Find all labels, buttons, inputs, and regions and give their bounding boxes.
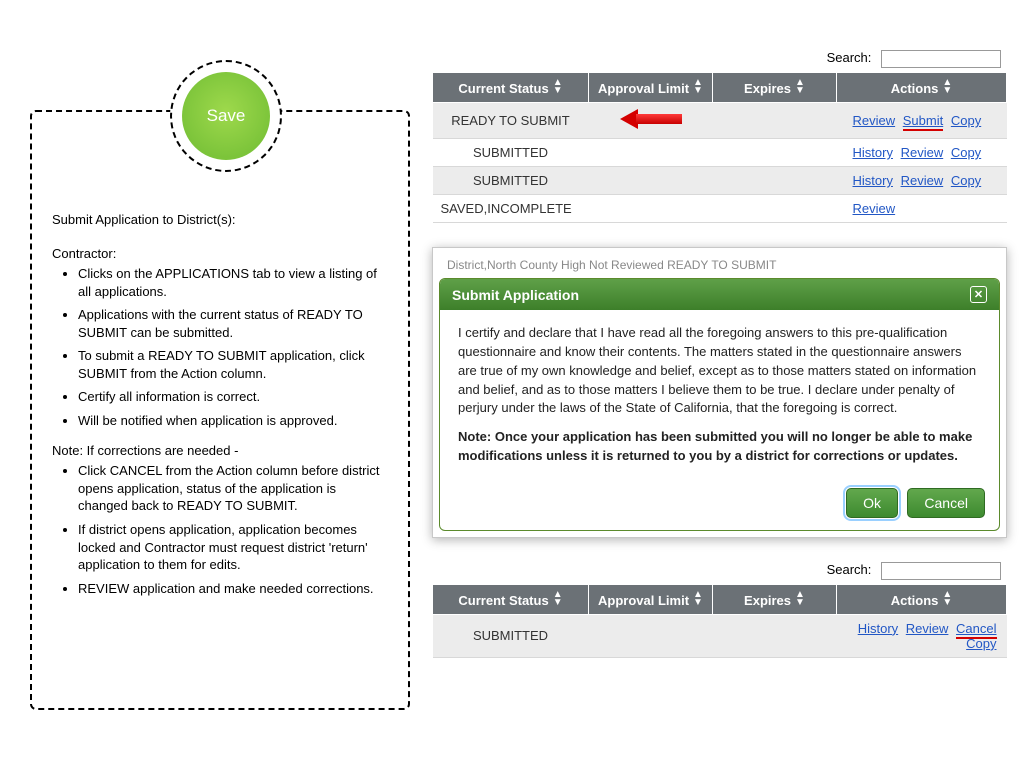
table-row: SUBMITTED History Review Cancel Copy [433,614,1007,657]
certification-text: I certify and declare that I have read a… [458,324,981,418]
col-expires[interactable]: Expires▲▼ [713,584,837,614]
action-link-history[interactable]: History [858,621,898,636]
step-item: To submit a READY TO SUBMIT application,… [78,347,388,382]
step-item: Will be notified when application is app… [78,412,388,430]
instructions-title: Submit Application to District(s): [52,212,388,227]
instructions-notes: Click CANCEL from the Action column befo… [52,462,388,597]
action-link-history[interactable]: History [853,145,893,160]
save-circle-frame: Save [170,60,282,172]
save-button[interactable]: Save [182,72,270,160]
approval-cell [589,614,713,657]
ok-button[interactable]: Ok [846,488,898,518]
action-link-copy[interactable]: Copy [951,173,981,188]
sort-icon: ▲▼ [693,79,703,95]
step-item: Clicks on the APPLICATIONS tab to view a… [78,265,388,300]
expires-cell [713,139,837,167]
sort-icon: ▲▼ [942,591,952,607]
approval-cell [589,195,713,223]
action-link-copy[interactable]: Copy [966,636,996,651]
search-label: Search: [827,50,872,65]
col-expires[interactable]: Expires▲▼ [713,73,837,103]
action-link-submit[interactable]: Submit [903,113,943,131]
expires-cell [713,195,837,223]
note-item: If district opens application, applicati… [78,521,388,574]
instructions-leadin: Contractor: [52,246,388,261]
note-item: REVIEW application and make needed corre… [78,580,388,598]
search-input[interactable] [881,562,1001,580]
instructions-panel: Submit Application to District(s): Contr… [30,110,410,710]
actions-cell: History Review Cancel Copy [837,614,1007,657]
search-row-2: Search: [432,562,1007,580]
dialog-titlebar: Submit Application ✕ [440,279,999,310]
status-cell: SUBMITTED [433,167,589,195]
applications-table-1: Current Status▲▼ Approval Limit▲▼ Expire… [432,72,1007,223]
applications-table-2: Current Status▲▼ Approval Limit▲▼ Expire… [432,584,1007,658]
table-row: SUBMITTED History Review Copy [433,139,1007,167]
action-link-review[interactable]: Review [906,621,949,636]
table-row: SAVED,INCOMPLETE Review [433,195,1007,223]
submit-application-dialog: Submit Application ✕ I certify and decla… [439,278,1000,531]
col-actions[interactable]: Actions▲▼ [837,73,1007,103]
action-link-copy[interactable]: Copy [951,113,981,128]
dialog-buttons: Ok Cancel [440,480,999,530]
search-label: Search: [827,562,872,577]
action-link-history[interactable]: History [853,173,893,188]
approval-cell [589,167,713,195]
actions-cell: Review Submit Copy [837,103,1007,139]
modal-container: District,North County High Not Reviewed … [432,247,1007,538]
actions-cell: History Review Copy [837,139,1007,167]
approval-cell [589,139,713,167]
modal-background-row: District,North County High Not Reviewed … [439,254,1000,274]
right-column: Search: Current Status▲▼ Approval Limit▲… [432,50,1007,658]
sort-icon: ▲▼ [693,591,703,607]
col-actions[interactable]: Actions▲▼ [837,584,1007,614]
red-arrow-icon [620,109,682,129]
step-item: Applications with the current status of … [78,306,388,341]
actions-cell: Review [837,195,1007,223]
approval-cell [589,103,713,139]
search-input[interactable] [881,50,1001,68]
status-cell: SUBMITTED [433,614,589,657]
sort-icon: ▲▼ [553,591,563,607]
close-icon[interactable]: ✕ [970,286,987,303]
col-current-status[interactable]: Current Status▲▼ [433,584,589,614]
status-cell: SAVED,INCOMPLETE [433,195,589,223]
instructions-note-head: Note: If corrections are needed - [52,443,388,458]
action-link-review[interactable]: Review [901,145,944,160]
step-item: Certify all information is correct. [78,388,388,406]
action-link-review[interactable]: Review [853,201,896,216]
action-link-review[interactable]: Review [853,113,896,128]
instructions-steps: Clicks on the APPLICATIONS tab to view a… [52,265,388,429]
actions-cell: History Review Copy [837,167,1007,195]
cancel-button[interactable]: Cancel [907,488,985,518]
table-row: READY TO SUBMIT Review Submit Copy [433,103,1007,139]
expires-cell [713,614,837,657]
search-row: Search: [432,50,1007,68]
table-row: SUBMITTED History Review Copy [433,167,1007,195]
sort-icon: ▲▼ [795,591,805,607]
action-link-copy[interactable]: Copy [951,145,981,160]
dialog-title: Submit Application [452,287,579,303]
status-cell: SUBMITTED [433,139,589,167]
sort-icon: ▲▼ [795,79,805,95]
note-item: Click CANCEL from the Action column befo… [78,462,388,515]
sort-icon: ▲▼ [942,79,952,95]
col-current-status[interactable]: Current Status▲▼ [433,73,589,103]
action-link-review[interactable]: Review [901,173,944,188]
expires-cell [713,167,837,195]
status-cell: READY TO SUBMIT [433,103,589,139]
col-approval-limit[interactable]: Approval Limit▲▼ [589,73,713,103]
dialog-body: I certify and declare that I have read a… [440,310,999,480]
col-approval-limit[interactable]: Approval Limit▲▼ [589,584,713,614]
sort-icon: ▲▼ [553,79,563,95]
expires-cell [713,103,837,139]
submission-note: Note: Once your application has been sub… [458,428,981,466]
